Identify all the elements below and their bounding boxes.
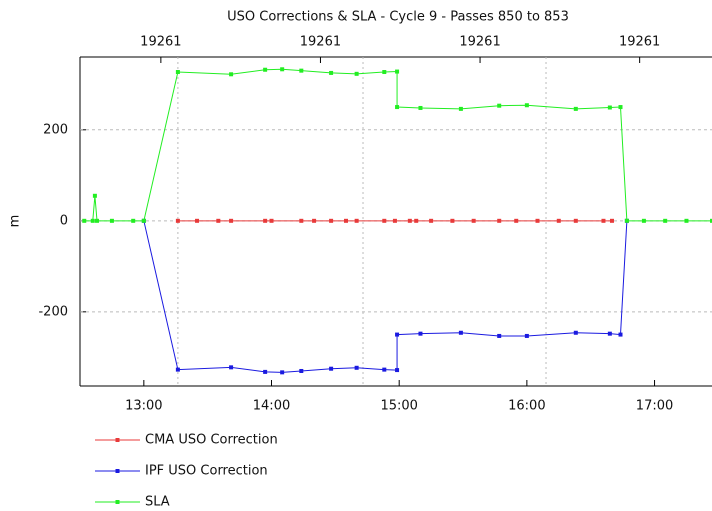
legend-marker	[115, 438, 120, 442]
marker	[450, 218, 455, 223]
marker	[497, 218, 502, 223]
y-tick-label: 0	[60, 213, 68, 228]
legend-marker	[115, 469, 120, 473]
marker	[175, 70, 180, 75]
x2-tick-label: 19261	[300, 35, 341, 50]
chart-title: USO Corrections & SLA - Cycle 9 - Passes…	[227, 10, 569, 25]
marker	[329, 218, 334, 223]
legend-label: CMA USO Correction	[145, 433, 278, 448]
marker	[414, 218, 419, 223]
marker	[229, 218, 234, 223]
marker	[354, 365, 359, 370]
marker	[458, 330, 463, 335]
marker	[141, 218, 146, 223]
series	[175, 218, 614, 223]
marker	[618, 332, 623, 337]
marker	[263, 67, 268, 72]
marker	[573, 218, 578, 223]
marker	[684, 218, 689, 223]
marker	[471, 218, 476, 223]
marker	[280, 370, 285, 375]
y-axis-label: m	[8, 215, 23, 228]
marker	[299, 368, 304, 373]
marker	[514, 218, 519, 223]
marker	[663, 218, 668, 223]
marker	[82, 218, 87, 223]
marker	[263, 218, 268, 223]
series	[141, 218, 629, 375]
marker	[269, 218, 274, 223]
marker	[229, 72, 234, 77]
y-tick-label: 200	[43, 122, 68, 137]
marker	[601, 218, 606, 223]
marker	[429, 218, 434, 223]
marker	[175, 367, 180, 372]
marker	[573, 330, 578, 335]
marker	[641, 218, 646, 223]
x-tick-label: 15:00	[380, 399, 417, 414]
marker	[299, 218, 304, 223]
marker	[573, 106, 578, 111]
marker	[216, 218, 221, 223]
marker	[607, 105, 612, 110]
marker	[524, 103, 529, 108]
marker	[109, 218, 114, 223]
marker	[556, 218, 561, 223]
marker	[263, 369, 268, 374]
y-tick-label: -200	[38, 304, 68, 319]
marker	[354, 71, 359, 76]
marker	[395, 332, 400, 337]
x2-tick-label: 19261	[619, 35, 660, 50]
marker	[131, 218, 136, 223]
legend-marker	[115, 500, 120, 504]
marker	[95, 218, 100, 223]
series-line	[84, 68, 712, 222]
series-line	[143, 220, 628, 373]
marker	[607, 331, 612, 336]
marker	[535, 218, 540, 223]
legend-label: SLA	[145, 495, 170, 510]
marker	[392, 218, 397, 223]
marker	[329, 70, 334, 75]
marker	[329, 366, 334, 371]
marker	[524, 333, 529, 338]
marker	[497, 333, 502, 338]
x2-tick-label: 19261	[459, 35, 500, 50]
marker	[92, 193, 97, 198]
marker	[418, 331, 423, 336]
marker	[280, 67, 285, 72]
marker	[343, 218, 348, 223]
x2-tick-label: 19261	[140, 35, 181, 50]
marker	[395, 105, 400, 110]
marker	[382, 367, 387, 372]
marker	[624, 218, 629, 223]
marker	[497, 103, 502, 108]
marker	[418, 105, 423, 110]
series	[82, 67, 712, 223]
marker	[382, 70, 387, 75]
marker	[354, 218, 359, 223]
marker	[609, 218, 614, 223]
marker	[90, 218, 95, 223]
marker	[395, 368, 400, 373]
x-tick-label: 17:00	[636, 399, 673, 414]
x-tick-label: 14:00	[253, 399, 290, 414]
marker	[407, 218, 412, 223]
marker	[395, 69, 400, 74]
legend-label: IPF USO Correction	[145, 464, 268, 479]
marker	[299, 68, 304, 73]
marker	[618, 105, 623, 110]
x-tick-label: 13:00	[125, 399, 162, 414]
marker	[195, 218, 200, 223]
marker	[382, 218, 387, 223]
marker	[710, 218, 712, 223]
marker	[229, 365, 234, 370]
marker	[175, 218, 180, 223]
marker	[458, 106, 463, 111]
x-tick-label: 16:00	[508, 399, 545, 414]
marker	[312, 218, 317, 223]
